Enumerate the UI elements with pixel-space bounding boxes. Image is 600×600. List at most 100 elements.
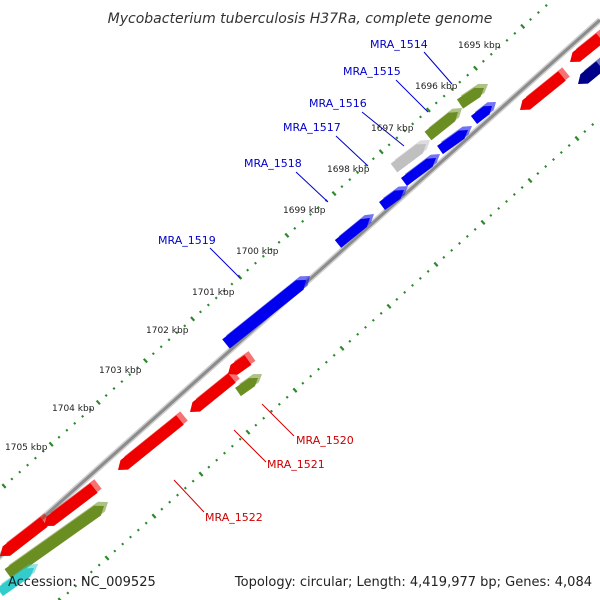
gene-label-mra-1522[interactable]: MRA_1522 [205, 511, 263, 524]
scale-tick [559, 151, 563, 154]
scale-tick [425, 107, 431, 113]
label-leaders [173, 51, 453, 513]
scale-tick [520, 23, 526, 30]
gene-mra-1519 [222, 280, 306, 349]
scale-tick [65, 428, 69, 432]
scale-tick [277, 240, 281, 244]
leader-mra-1517 [335, 135, 369, 167]
gene-mra-1515-olive [424, 112, 458, 141]
scale-tick [339, 345, 345, 351]
gene-navy-upper [578, 61, 600, 84]
scale-tick [292, 387, 298, 393]
scale-tick [10, 477, 14, 481]
scale-tick [567, 144, 571, 148]
gene-label-mra-1517[interactable]: MRA_1517 [283, 121, 341, 134]
scale-tick [97, 563, 101, 567]
scale-tick [81, 414, 85, 418]
scale-tick [473, 227, 477, 231]
scale-tick [183, 486, 187, 490]
scale-tick [1, 483, 7, 489]
gene-mra-1517 [379, 190, 404, 211]
scale-tick [104, 393, 108, 397]
leader-mra-1521 [233, 429, 267, 463]
gene-red-lower [44, 483, 98, 526]
scale-tick [129, 535, 132, 539]
gene-label-mra-1521[interactable]: MRA_1521 [267, 458, 325, 471]
scale-tick [348, 339, 352, 343]
gene-mra-1520 [228, 355, 252, 375]
scale-tick [95, 399, 101, 406]
scale-tick [371, 318, 375, 322]
scale-tick [198, 471, 204, 477]
scale-tick [222, 289, 226, 293]
scale-tick [246, 268, 250, 272]
leader-mra-1519 [209, 247, 241, 279]
scale-tick [544, 4, 548, 8]
scale-tick [544, 165, 548, 168]
scale-tick [489, 52, 493, 56]
gene-label-mra-1518[interactable]: MRA_1518 [244, 157, 302, 170]
gene-red-upper-2 [570, 33, 600, 62]
scale-label-1697: 1697 kbp [371, 124, 414, 134]
scale-ticks-inner [57, 123, 595, 600]
scale-tick [144, 521, 148, 525]
scale-tick [387, 143, 391, 147]
scale-tick [480, 219, 486, 226]
scale-tick [121, 542, 125, 546]
gene-label-mra-1520[interactable]: MRA_1520 [296, 434, 354, 447]
scale-tick [151, 513, 157, 519]
scale-tick [301, 381, 305, 385]
scale-tick [419, 115, 423, 119]
scale-tick [223, 451, 226, 455]
scale-tick [230, 444, 234, 448]
gene-label-mra-1519[interactable]: MRA_1519 [158, 234, 216, 247]
scale-tick [466, 73, 470, 77]
scale-tick [324, 360, 328, 364]
scale-tick [277, 402, 281, 406]
scale-tick [364, 325, 367, 329]
gene-red-lower-2 [0, 517, 48, 556]
scale-tick [395, 297, 399, 301]
scale-tick [309, 212, 312, 216]
scale-tick [160, 507, 164, 511]
gene-mra-1522 [118, 415, 184, 470]
scale-tick [433, 261, 439, 267]
scale-tick [512, 192, 516, 196]
scale-tick [142, 358, 148, 364]
scale-ticks-outer [1, 4, 548, 489]
leader-mra-1518 [295, 171, 329, 203]
gene-label-mra-1515[interactable]: MRA_1515 [343, 65, 401, 78]
scale-tick [262, 416, 266, 420]
gene-olive-lower [4, 505, 104, 579]
gene-label-mra-1516[interactable]: MRA_1516 [309, 97, 367, 110]
scale-tick [88, 407, 92, 411]
scale-tick [190, 316, 196, 322]
scale-tick [74, 584, 78, 588]
scale-tick [57, 435, 61, 439]
scale-tick [364, 164, 367, 168]
gene-mra-1515 [437, 130, 468, 155]
gene-red-upper-1 [520, 71, 566, 110]
gene-label-mra-1514[interactable]: MRA_1514 [370, 38, 428, 51]
scale-tick [458, 241, 461, 245]
scale-tick [395, 136, 399, 140]
scale-tick [293, 226, 297, 230]
scale-tick [316, 205, 320, 209]
scale-tick [458, 80, 462, 84]
scale-tick [89, 570, 93, 574]
scale-tick [176, 493, 179, 497]
scale-tick [386, 303, 392, 309]
scale-tick [332, 353, 336, 357]
scale-tick [497, 45, 501, 49]
scale-tick [513, 31, 517, 35]
scale-tick [356, 332, 360, 336]
scale-tick [230, 282, 234, 286]
scale-tick [473, 65, 479, 71]
scale-tick [591, 123, 595, 127]
scale-tick [450, 248, 454, 252]
scale-tick [418, 276, 422, 280]
scale-tick [136, 528, 140, 532]
scale-tick [18, 470, 22, 474]
scale-tick [371, 157, 375, 161]
scale-tick [340, 185, 344, 189]
